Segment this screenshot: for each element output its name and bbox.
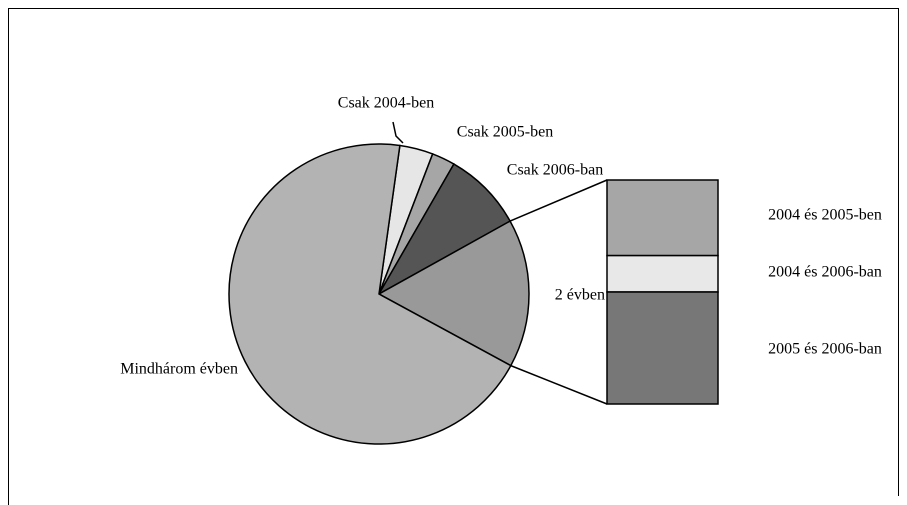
pie-slice — [228, 143, 512, 445]
bar-label: 2005 és 2006-ban — [768, 341, 882, 358]
slice-label: Csak 2005-ben — [457, 124, 553, 141]
bar-segment — [606, 291, 719, 405]
leader-line — [392, 121, 404, 144]
connector-line — [510, 364, 608, 405]
slice-label: 2 évben — [555, 287, 605, 304]
slice-label: Mindhárom évben — [120, 361, 238, 378]
slice-label: Csak 2006-ban — [507, 162, 603, 179]
chart-frame — [8, 8, 899, 505]
connector-line — [509, 179, 608, 222]
bar-label: 2004 és 2005-ben — [768, 207, 882, 224]
bar-segment — [606, 179, 719, 257]
bar-label: 2004 és 2006-ban — [768, 264, 882, 281]
pie-slice — [377, 220, 530, 367]
slice-label: Csak 2004-ben — [338, 95, 434, 112]
bar-segment — [606, 254, 719, 293]
